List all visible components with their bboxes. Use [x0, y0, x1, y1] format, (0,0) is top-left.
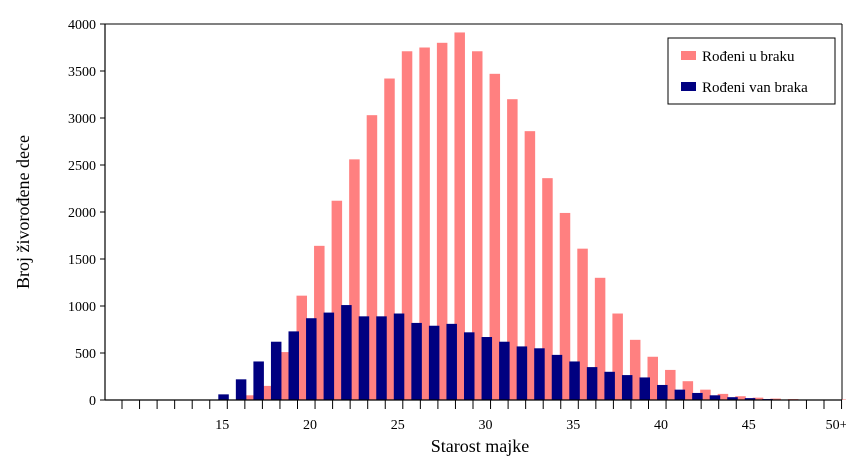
- bar-unmarried: [446, 323, 457, 400]
- bar-unmarried: [727, 397, 738, 400]
- y-tick-label: 500: [75, 347, 96, 362]
- x-tick-label: 15: [215, 418, 229, 433]
- bar-unmarried: [692, 392, 703, 400]
- x-tick-label: 45: [742, 418, 756, 433]
- bars-layer: [218, 32, 846, 401]
- bar-unmarried: [674, 389, 686, 400]
- bar-unmarried: [253, 361, 264, 400]
- bar-unmarried: [657, 384, 668, 400]
- bar-married: [717, 393, 729, 400]
- bar-married: [542, 178, 553, 400]
- y-tick-label: 3500: [68, 65, 96, 80]
- bar-married: [489, 73, 501, 400]
- x-tick-label: 20: [303, 418, 317, 433]
- bar-married: [524, 131, 536, 400]
- x-tick-label: 30: [479, 418, 493, 433]
- legend-label-married: Rođeni u braku: [702, 49, 795, 65]
- y-axis-title: Broj živorođene dece: [13, 135, 33, 289]
- bar-married: [594, 277, 606, 400]
- bar-unmarried: [270, 341, 282, 400]
- bar-unmarried: [376, 316, 387, 400]
- bar-unmarried: [499, 341, 510, 400]
- y-tick-label: 0: [89, 394, 96, 409]
- bar-married: [401, 51, 413, 400]
- bar-unmarried: [534, 348, 545, 400]
- y-tick-label: 2000: [68, 206, 96, 221]
- x-tick-label: 25: [391, 418, 405, 433]
- bar-unmarried: [235, 379, 247, 400]
- bar-unmarried: [586, 367, 598, 400]
- bar-married: [612, 313, 623, 400]
- bar-married: [735, 396, 746, 400]
- bar-married: [454, 32, 465, 401]
- bar-married: [700, 389, 711, 400]
- y-tick-label: 4000: [68, 18, 96, 33]
- legend-swatch-married: [681, 51, 696, 60]
- bar-married: [559, 212, 571, 400]
- bar-married: [472, 51, 483, 400]
- bar-unmarried: [218, 394, 229, 400]
- bar-married: [261, 385, 272, 400]
- bar-married: [507, 99, 518, 400]
- bar-married: [682, 381, 694, 400]
- bar-unmarried: [411, 322, 422, 400]
- bar-married: [629, 339, 641, 400]
- bar-married: [349, 159, 360, 400]
- bar-married: [419, 47, 430, 400]
- x-tick-label: 35: [566, 418, 580, 433]
- x-tick-label: 40: [654, 418, 668, 433]
- bar-unmarried: [551, 354, 563, 400]
- bar-married: [331, 200, 343, 400]
- bar-unmarried: [604, 371, 615, 400]
- bar-married: [647, 356, 658, 400]
- bar-unmarried: [639, 377, 650, 400]
- bar-unmarried: [481, 337, 493, 400]
- bar-unmarried: [709, 395, 721, 400]
- bar-unmarried: [358, 316, 370, 400]
- bar-unmarried: [428, 325, 440, 400]
- x-axis-title: Starost majke: [431, 436, 529, 456]
- bar-unmarried: [621, 375, 633, 400]
- bar-unmarried: [306, 318, 317, 400]
- y-tick-label: 3000: [68, 112, 96, 127]
- bar-married: [314, 245, 325, 400]
- axes: 0 500 1000 1500 2000 2500 3000 3500 4000 15 20 25 30…: [68, 18, 846, 433]
- y-tick-label: 1500: [68, 253, 96, 268]
- y-tick-label: 1000: [68, 300, 96, 315]
- legend-label-unmarried: Rođeni van braka: [702, 80, 808, 96]
- bar-unmarried: [288, 331, 299, 400]
- plot-area: [105, 23, 843, 400]
- bar-married: [366, 115, 378, 401]
- bar-married: [577, 248, 588, 400]
- x-tick-label: 50+: [826, 418, 846, 433]
- bar-married: [770, 398, 781, 400]
- bar-unmarried: [516, 346, 528, 400]
- bar-unmarried: [341, 305, 352, 400]
- legend-swatch-unmarried: [681, 82, 696, 91]
- bar-married: [278, 352, 290, 400]
- bar-married: [296, 295, 307, 400]
- bar-married: [752, 397, 764, 400]
- bar-unmarried: [569, 361, 580, 400]
- y-tick-label: 2500: [68, 159, 96, 174]
- bar-unmarried: [323, 312, 335, 400]
- legend-box: [667, 37, 836, 105]
- bar-unmarried: [393, 313, 405, 400]
- bar-married: [384, 78, 395, 401]
- bar-married: [436, 42, 448, 401]
- legend: Rođeni u braku Rođeni van braka: [667, 37, 836, 105]
- bar-married: [665, 369, 676, 400]
- bar-unmarried: [464, 332, 475, 400]
- bar-unmarried: [744, 398, 756, 400]
- bar-married: [243, 395, 255, 400]
